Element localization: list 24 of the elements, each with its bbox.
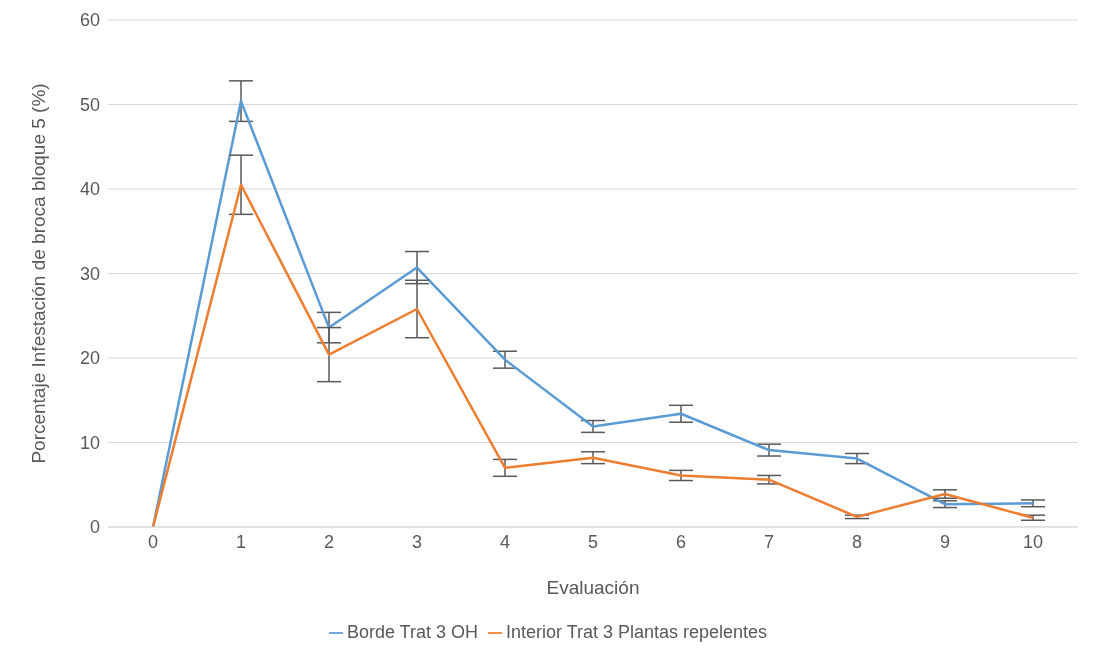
- y-tick-label: 40: [79, 179, 100, 200]
- y-tick-label: 30: [79, 263, 100, 284]
- legend-label: Interior Trat 3 Plantas repelentes: [505, 622, 768, 642]
- y-tick-label: 50: [79, 94, 100, 115]
- x-tick-label: 8: [851, 531, 863, 552]
- y-axis-title: Porcentaje Infestación de broca bloque 5 (%): [27, 83, 49, 464]
- x-tick-label: 6: [675, 531, 687, 552]
- x-tick-label: 1: [235, 531, 247, 552]
- x-tick-label: 2: [323, 531, 335, 552]
- y-tick-label: 60: [79, 10, 100, 31]
- y-tick-label: 0: [89, 517, 100, 538]
- y-tick-label: 20: [79, 348, 100, 369]
- line-series: [151, 183, 1035, 527]
- x-tick-label: 7: [763, 531, 775, 552]
- legend-label: Borde Trat 3 OH: [346, 622, 478, 642]
- line-series: [151, 99, 1035, 527]
- x-tick-label: 9: [939, 531, 951, 552]
- x-tick-label: 0: [147, 531, 159, 552]
- x-tick-label: 3: [411, 531, 423, 552]
- x-tick-label: 10: [1022, 531, 1044, 552]
- x-tick-label: 5: [587, 531, 599, 552]
- y-tick-label: 10: [79, 432, 100, 453]
- x-tick-label: 4: [499, 531, 511, 552]
- x-axis-title: Evaluación: [546, 577, 640, 598]
